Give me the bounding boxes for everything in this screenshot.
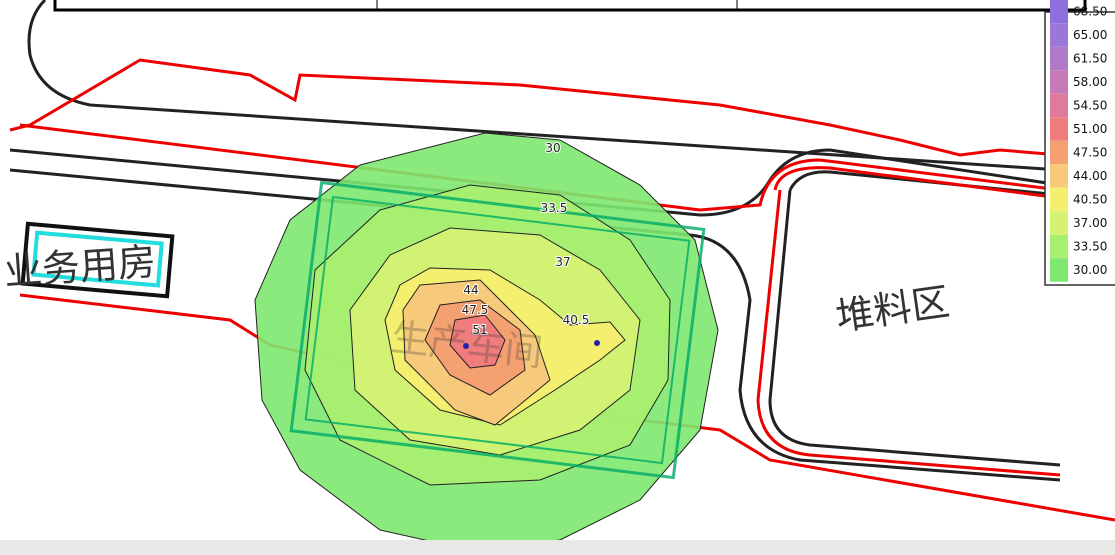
legend-label: 40.50 [1073,193,1107,207]
legend-swatch [1050,117,1068,141]
legend-label: 65.00 [1073,28,1107,42]
contour-label: 44 [463,283,478,297]
legend-label: 30.00 [1073,263,1107,277]
legend-label: 33.50 [1073,240,1107,254]
legend-swatch [1050,23,1068,47]
legend-label: 58.00 [1073,75,1107,89]
legend-swatch [1050,211,1068,235]
contours [254,132,719,551]
area-label: 业务用房 [3,239,158,293]
legend-label: 61.50 [1073,52,1107,66]
contour-label: 51 [472,323,487,337]
legend-swatch [1050,70,1068,94]
legend-swatch [1050,140,1068,165]
legend-label: 51.00 [1073,122,1107,136]
legend-label: 68.50 [1073,5,1107,19]
legend: 68.50 65.00 61.50 58.00 54.50 51.00 47.50 44.00… [1044,0,1115,286]
legend-label: 44.00 [1073,169,1107,183]
status-bar [0,540,1115,555]
legend-swatch [1050,258,1068,282]
legend-swatch [1050,46,1068,71]
table-frame [53,0,1087,12]
legend-swatch [1050,187,1068,212]
contour-label: 47.5 [462,303,489,317]
contour-label: 33.5 [541,201,568,215]
contour-label: 30 [545,141,560,155]
contour-label: 40.5 [563,313,590,327]
legend-swatch [1050,0,1068,24]
legend-swatch [1050,234,1068,259]
contour-label: 37 [555,255,570,269]
legend-label: 54.50 [1073,99,1107,113]
legend-label: 37.00 [1073,216,1107,230]
legend-swatch [1050,93,1068,118]
legend-label: 47.50 [1073,146,1107,160]
legend-swatch [1050,164,1068,188]
